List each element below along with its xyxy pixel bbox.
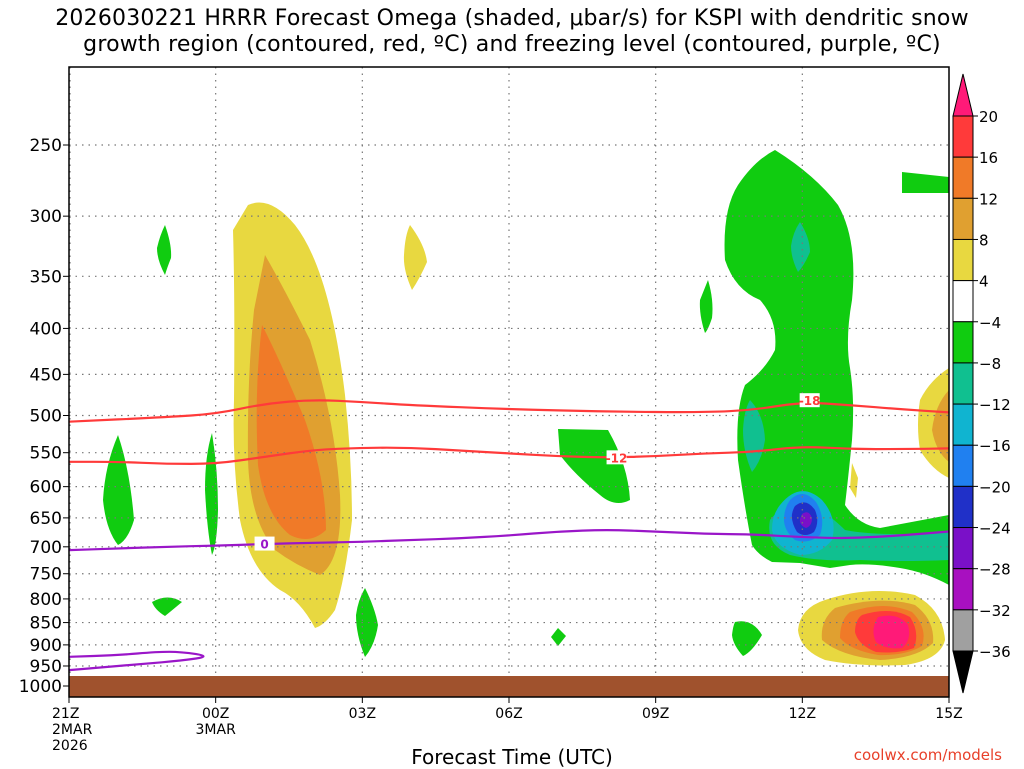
omega-shade-orange-column <box>256 325 326 539</box>
colorbar-swatch <box>952 568 974 611</box>
y-tick-label: 600 <box>30 478 62 498</box>
colorbar-tick-label: 8 <box>979 231 989 249</box>
colorbar-tick-label: −4 <box>979 314 1001 332</box>
omega-shade-green-blob-h <box>732 621 762 656</box>
contour-label-freezing-level: 0 <box>260 538 268 552</box>
colorbar-swatch <box>952 444 974 487</box>
colorbar-swatch <box>952 403 974 446</box>
contour-label-bg <box>254 536 275 551</box>
contour-labels-layer: -18 -12 0 <box>254 393 821 552</box>
y-tick-label: 700 <box>30 538 62 558</box>
y-tick-label: 950 <box>30 657 62 677</box>
omega-shade-pink-low <box>873 615 910 649</box>
x-axis-label: Forecast Time (UTC) <box>411 745 613 769</box>
y-tick-label: 800 <box>30 590 62 610</box>
omega-shade-green-blob-d <box>152 597 182 616</box>
omega-shade-green-blob-a <box>157 225 172 275</box>
colorbar: 20 16 12 8 4 −4 −8 −12 −16 −20 −24 −28 −32 −36 <box>952 73 1011 694</box>
x-tick-label: 06Z <box>495 706 522 722</box>
colorbar-tick-label: 16 <box>979 149 998 167</box>
colorbar-tick-label: −8 <box>979 355 1001 373</box>
y-tick-label: 850 <box>30 614 62 634</box>
colorbar-tick-label: −28 <box>979 561 1011 579</box>
omega-shade-yellow-blob-350 <box>403 225 427 290</box>
grid-layer <box>69 67 949 697</box>
x-tick-label: 21Z <box>52 706 79 722</box>
colorbar-bottom-arrow <box>952 650 974 694</box>
colorbar-tick-label: 4 <box>979 273 989 291</box>
omega-shade-teal-mid <box>743 400 765 472</box>
x-tick-label: 09Z <box>642 706 669 722</box>
colorbar-swatch <box>952 362 974 405</box>
y-tick-label: 350 <box>30 267 62 287</box>
omega-shade-green-blob-f <box>558 429 630 504</box>
colorbar-swatch <box>952 197 974 240</box>
colorbar-swatch <box>952 238 974 282</box>
y-tick-label: 750 <box>30 565 62 585</box>
colorbar-swatch <box>952 485 974 529</box>
chart-title-line-1: 2026030221 HRRR Forecast Omega (shaded, … <box>55 6 969 31</box>
contour-label-bg <box>799 393 820 408</box>
chart-title-line-2: growth region (contoured, red, ºC) and f… <box>83 32 941 57</box>
colorbar-tick-label: 12 <box>979 190 998 208</box>
x-tick-label: 12Z <box>789 706 816 722</box>
colorbar-swatch <box>952 156 974 199</box>
x-tick-label: 00Z <box>202 706 229 722</box>
y-tick-label: 300 <box>30 207 62 227</box>
y-axis: 2503003504004505005506006507007508008509… <box>19 136 69 697</box>
omega-shade-gold-blob-right <box>932 390 949 462</box>
ground-bar <box>69 676 949 697</box>
colorbar-swatch <box>952 527 974 570</box>
x-tick-label: 3MAR <box>196 722 237 738</box>
omega-shade-yellow-sliver <box>850 463 858 498</box>
omega-shade-green-blob-e <box>356 588 378 657</box>
colorbar-tick-label: −36 <box>979 643 1011 661</box>
omega-shade-green-blob-b <box>103 435 134 545</box>
contour-dgz-minus-12 <box>69 446 949 466</box>
contour-label-bg <box>606 450 627 465</box>
contour-label-dgz-minus-12: -12 <box>606 451 628 465</box>
colorbar-tick-label: −16 <box>979 437 1011 455</box>
y-tick-label: 650 <box>30 509 62 529</box>
omega-shade-green-large <box>724 150 949 585</box>
contour-label-dgz-minus-18: -18 <box>799 394 821 408</box>
colorbar-tick-label: −24 <box>979 520 1011 538</box>
x-tick-label: 2MAR <box>52 722 93 738</box>
credit-text: coolwx.com/models <box>853 746 1002 764</box>
colorbar-tick-label: −12 <box>979 396 1011 414</box>
colorbar-tick-label: 20 <box>979 108 998 126</box>
colorbar-top-arrow <box>952 73 974 117</box>
colorbar-swatch <box>952 321 974 364</box>
omega-shading-layer <box>103 150 949 666</box>
x-tick-label: 03Z <box>349 706 376 722</box>
y-tick-label: 450 <box>30 365 62 385</box>
omega-shade-green-blob-topright <box>902 172 949 193</box>
omega-shade-green-blob-i <box>699 280 713 333</box>
contour-freezing-level-low <box>69 650 205 672</box>
omega-shade-teal-top <box>791 222 810 272</box>
y-tick-label: 250 <box>30 136 62 156</box>
y-tick-label: 900 <box>30 636 62 656</box>
y-tick-label: 400 <box>30 319 62 339</box>
colorbar-swatch <box>952 280 974 323</box>
contour-freezing-level <box>69 529 949 552</box>
colorbar-swatch <box>952 115 974 158</box>
x-tick-label: 15Z <box>935 706 962 722</box>
colorbar-tick-label: −32 <box>979 602 1011 620</box>
colorbar-tick-label: −20 <box>979 478 1011 496</box>
y-tick-label: 1000 <box>19 677 62 697</box>
y-tick-label: 550 <box>30 444 62 464</box>
omega-shade-green-blob-g <box>551 628 566 646</box>
x-tick-label: 2026 <box>52 738 88 754</box>
y-tick-label: 500 <box>30 407 62 427</box>
colorbar-swatch <box>952 609 974 652</box>
